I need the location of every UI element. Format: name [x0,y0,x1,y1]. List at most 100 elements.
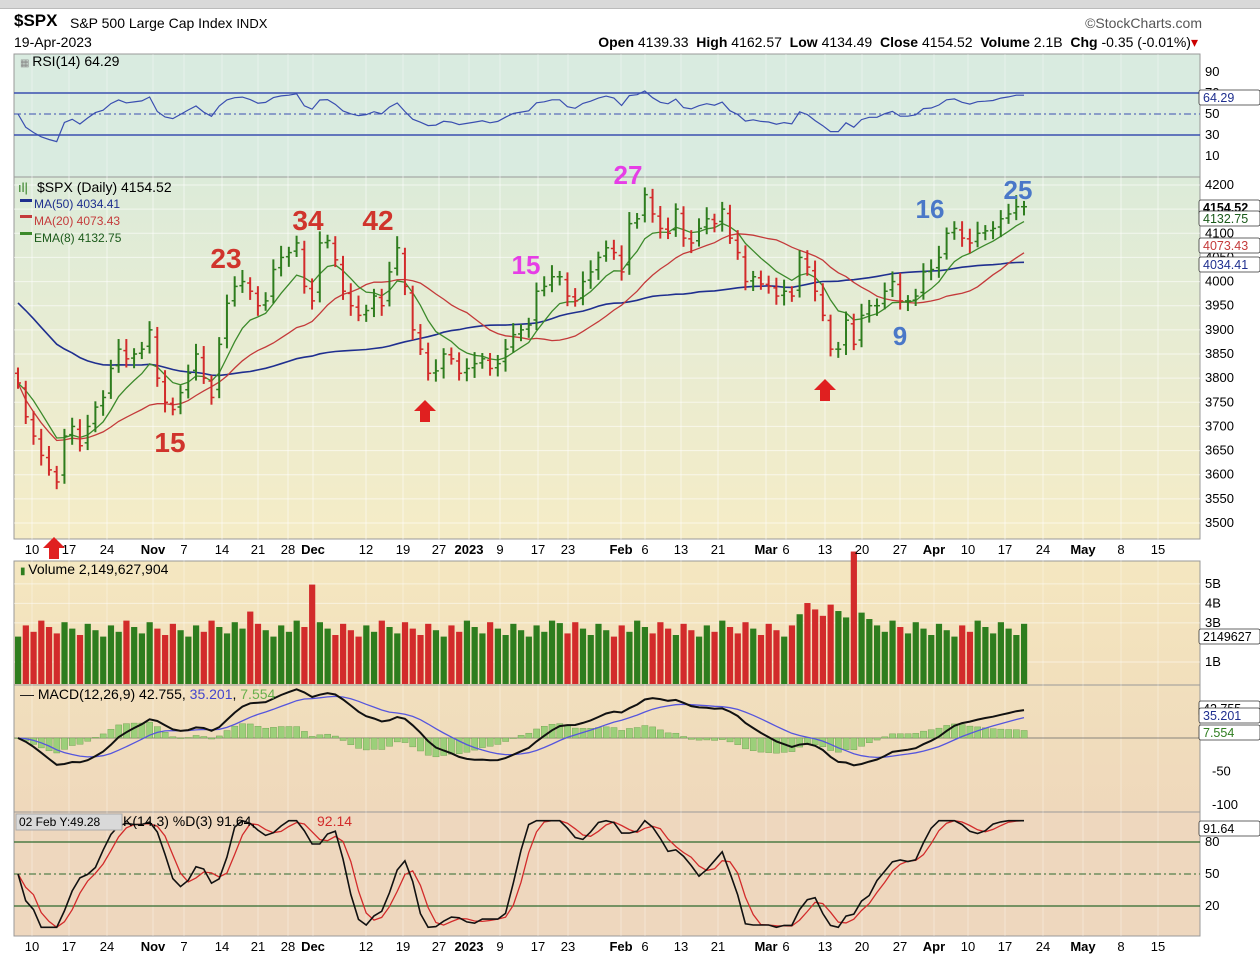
volume-bar [192,625,200,684]
x-tick: 6 [782,542,789,557]
price-bar [765,275,772,294]
macd-hist-bar [185,737,192,739]
cursor-readout: 02 Feb Y:49.28 [19,815,101,829]
cursor-readout-box [15,813,123,831]
high-label: High [696,34,728,50]
buy-arrows [43,379,836,559]
volume-bar [479,633,486,684]
count-label: 42 [362,205,393,236]
high-value: 4162.57 [731,34,782,50]
price-bar [618,245,625,281]
ema8-line [17,221,1025,439]
volume-bar [703,625,710,684]
volume-bar [734,633,741,684]
volume-bar [463,620,471,684]
price-bar [1021,200,1027,216]
rsi-tick: 90 [1205,64,1219,79]
price-bar [804,250,811,276]
price-bar [595,251,602,280]
price-tick: 3500 [1205,515,1234,530]
volume-bar [641,627,649,684]
volume-bar [726,627,734,684]
price-tick: 4000 [1205,274,1234,289]
volume-tick: 1B [1205,654,1221,669]
volume-bar [378,620,385,684]
rsi-badge-box [1198,89,1260,106]
price-bar [425,342,432,381]
price-bar [634,213,641,229]
volume-bar [889,620,896,684]
volume-bar [45,627,53,684]
price-bar [757,270,764,290]
price-bar [858,303,865,348]
macd-hist-bar [695,737,703,741]
macd-hist-bar [332,735,339,739]
price-bar [510,323,517,353]
rsi-line [17,90,1024,143]
volume-bar [796,614,803,684]
volume-bar [316,622,323,684]
value-badges: 64.294154.524132.754073.434034.412149627… [1198,89,1260,837]
price-bar [456,352,463,381]
macd-hist-bar [989,728,997,739]
x-tick: 10 [961,542,975,557]
volume-bar [247,611,254,684]
volume-bar [440,636,447,684]
x-tick: 24 [1036,542,1050,557]
volume-bar [270,636,277,684]
price-bar [502,339,509,372]
macd-hist-bar [324,733,331,739]
ma50-badge-box [1198,256,1260,273]
macd-hist-bar [92,737,99,739]
volume-bar [579,628,587,684]
macd-hist-bar [200,736,208,739]
macd-hist-bar [765,737,773,753]
x-tick: 28 [281,939,295,954]
macd-hist-bar [796,737,803,748]
price-tick: 3900 [1205,322,1234,337]
volume-bar [711,631,718,684]
volume-bar [595,623,602,684]
price-legend: ıl| $SPX (Daily) 4154.52 MA(50) 4034.41 … [18,179,172,245]
up-arrow-icon [43,537,65,559]
price-bar [1013,195,1020,221]
price-tick: 3950 [1205,298,1234,313]
price-bar [796,250,803,298]
x-tick: 21 [251,542,265,557]
volume-bar [1013,635,1020,684]
price-bar [548,265,555,293]
volume-bar [278,625,285,684]
price-bar [866,299,873,323]
volume-bar [107,625,115,684]
x-tick: Nov [141,542,166,557]
macd-hist-bar [757,737,765,753]
x-tick: 17 [531,542,545,557]
macd-hist-bar [45,737,53,752]
volume-bar [355,636,362,684]
macd-hist-bar [177,737,184,739]
symbol: $SPX [14,11,58,30]
price-bar [100,390,107,416]
rsi-tick: 30 [1205,127,1219,142]
price-bar [750,270,757,291]
x-tick: 12 [359,542,373,557]
macd-hist-bar [711,737,718,741]
macd-hist-bar [494,737,502,745]
macd-hist-bar [618,730,625,739]
volume-bar [231,622,238,684]
x-tick: 19 [396,542,410,557]
price-bar [208,375,215,405]
price-bar [812,260,819,302]
price-bar [695,218,702,247]
macd-hist-bar [161,732,169,739]
price-bar [587,260,594,289]
volume-bar [425,623,432,684]
volume-bar [518,630,525,684]
price-bar [982,225,989,241]
volume-bar [920,628,927,684]
volume-bar [858,612,865,684]
price-panel [13,176,1201,540]
x-tick: 24 [100,939,114,954]
low-label: Low [789,34,818,50]
